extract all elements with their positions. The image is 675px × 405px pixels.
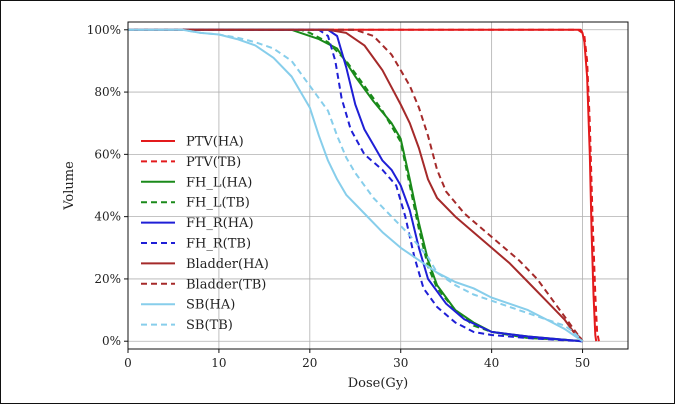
legend-entry: Bladder(TB) — [141, 277, 266, 292]
y-tick-label: 0% — [102, 334, 121, 348]
y-tick-label: 80% — [94, 85, 121, 99]
legend-entry: FH_L(HA) — [141, 175, 252, 190]
x-tick-label: 40 — [484, 356, 499, 370]
legend-label: FH_R(HA) — [186, 216, 254, 231]
legend-label: PTV(TB) — [186, 155, 241, 170]
y-tick-label: 40% — [94, 210, 121, 224]
series-line-bladder-ha — [128, 28, 584, 342]
series-lines — [128, 28, 600, 343]
series-line-fh-r-tb — [128, 28, 583, 343]
legend-label: PTV(HA) — [186, 135, 244, 150]
y-tick-label: 100% — [87, 23, 121, 37]
legend-label: SB(TB) — [186, 318, 233, 333]
x-tick-label: 30 — [393, 356, 408, 370]
legend-label: Bladder(HA) — [186, 257, 269, 272]
legend-label: FH_L(TB) — [186, 196, 250, 211]
x-tick-label: 50 — [575, 356, 590, 370]
legend-entry: Bladder(HA) — [141, 257, 269, 272]
legend: PTV(HA) PTV(TB) FH_L(HA) FH_L(TB) FH_R(HA) FH… — [141, 135, 269, 333]
legend-entry: FH_L(TB) — [141, 196, 250, 211]
series-line-bladder-tb — [128, 28, 584, 342]
series-line-sb-ha — [128, 28, 584, 343]
plot-area-border — [127, 21, 629, 350]
legend-label: SB(HA) — [186, 298, 235, 313]
y-tick-label: 60% — [94, 147, 121, 161]
series-line-ptv-tb — [128, 28, 600, 342]
axis-ticks: 0 10 20 30 40 50 0% 20% 40% 60% 80% 100% — [87, 23, 590, 370]
y-tick-label: 20% — [94, 272, 121, 286]
legend-label: Bladder(TB) — [186, 277, 266, 292]
legend-label: FH_R(TB) — [186, 237, 251, 252]
legend-entry: SB(TB) — [141, 318, 233, 333]
legend-entry: PTV(HA) — [141, 135, 244, 150]
y-axis-label: Volume — [62, 161, 77, 211]
series-line-sb-tb — [128, 28, 584, 342]
x-tick-label: 0 — [124, 356, 132, 370]
x-tick-label: 10 — [211, 356, 226, 370]
legend-entry: FH_R(HA) — [141, 216, 254, 231]
x-axis-label: Dose(Gy) — [348, 376, 409, 391]
legend-entry: SB(HA) — [141, 298, 235, 313]
legend-entry: FH_R(TB) — [141, 237, 251, 252]
x-tick-label: 20 — [302, 356, 317, 370]
legend-entry: PTV(TB) — [141, 155, 241, 170]
series-line-fh-r-ha — [128, 28, 583, 343]
legend-label: FH_L(HA) — [186, 175, 252, 190]
